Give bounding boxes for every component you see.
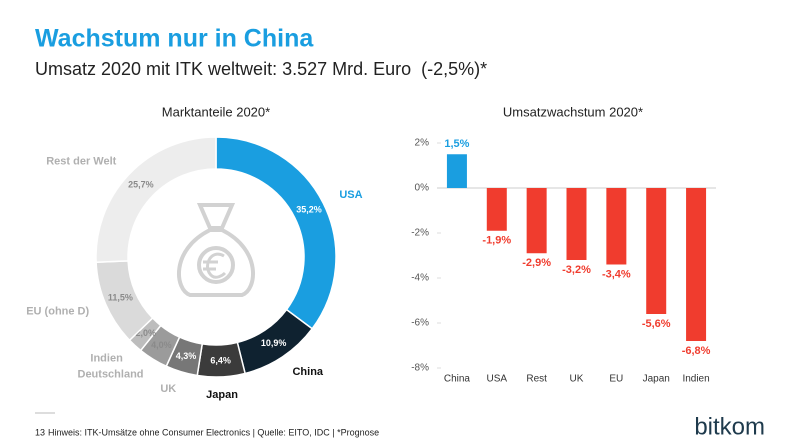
y-tick-label: -8% [411,363,429,374]
footnote: Hinweis: ITK-Umsätze ohne Consumer Elect… [48,427,379,437]
x-tick-label: Indien [682,374,709,385]
bar-value-label: -5,6% [642,318,671,330]
slice-category-label: UK [160,383,176,395]
slice-value-label: 35,2% [296,205,322,215]
y-tick-label: -4% [411,273,429,284]
y-tick-label: 2% [415,138,430,149]
bar [686,188,707,341]
chart-title: Marktanteile 2020* [162,104,270,119]
slice-category-label: Rest der Welt [46,155,116,167]
bar-value-label: -3,4% [602,268,631,280]
slice-category-label: Indien [90,353,123,365]
slice-category-label: Deutschland [78,368,144,380]
slice-category-label: USA [339,189,362,201]
slide-title: Wachstum nur in China [35,25,314,53]
bar [486,188,507,231]
slice-value-label: 4,0% [151,340,172,350]
slice-category-label: China [292,366,323,378]
bar-value-label: -3,2% [562,264,591,276]
slice-category-label: EU (ohne D) [26,305,89,317]
chart-title: Umsatzwachstum 2020* [503,104,643,119]
x-tick-label: Rest [526,374,547,385]
donut-slice [95,136,217,264]
x-tick-label: USA [487,374,508,385]
y-tick-label: -2% [411,228,429,239]
slice-value-label: 11,5% [108,292,133,302]
bar [566,188,587,260]
page-number: 13 [35,427,45,437]
x-tick-label: Japan [643,374,670,385]
y-tick-label: 0% [415,183,430,194]
slice-value-label: 2,0% [136,328,157,338]
slice-value-label: 6,4% [210,355,231,365]
money-bag-icon [177,203,255,297]
bar-value-label: -1,9% [482,235,511,247]
bar-value-label: -2,9% [522,257,551,269]
bar-value-label: -6,8% [682,345,711,357]
x-tick-label: UK [570,374,584,385]
slice-value-label: 10,9% [261,338,287,348]
bar [646,188,667,314]
y-tick-label: -6% [411,318,429,329]
slice-value-label: 4,3% [176,351,197,361]
x-tick-label: China [444,374,471,385]
bar-value-label: 1,5% [444,138,469,150]
logo: bitkom [694,413,765,440]
bar [446,154,467,188]
bar [606,188,627,265]
donut-slice [215,136,337,330]
slice-value-label: 25,7% [128,179,154,189]
slide-subtitle: Umsatz 2020 mit ITK weltweit: 3.527 Mrd.… [35,59,487,79]
slice-category-label: Japan [206,389,238,401]
x-tick-label: EU [609,374,623,385]
bar [526,188,547,254]
